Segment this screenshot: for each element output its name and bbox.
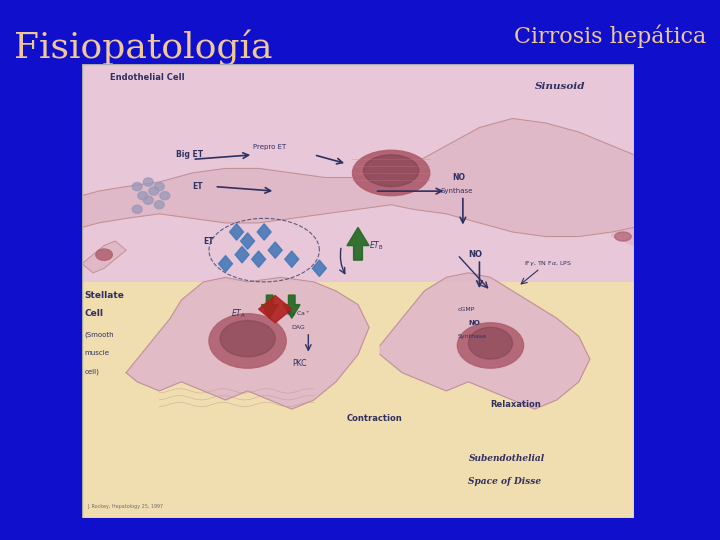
Text: Subendothelial: Subendothelial xyxy=(469,455,544,463)
Circle shape xyxy=(132,205,142,213)
Polygon shape xyxy=(82,241,126,273)
Polygon shape xyxy=(285,251,299,267)
Text: ET: ET xyxy=(204,237,214,246)
Circle shape xyxy=(154,201,164,209)
Bar xyxy=(82,64,634,282)
Text: ET$_{\rm B}$: ET$_{\rm B}$ xyxy=(369,239,384,252)
Polygon shape xyxy=(219,255,233,272)
Ellipse shape xyxy=(469,327,513,359)
Text: Sinusoid: Sinusoid xyxy=(535,82,585,91)
Polygon shape xyxy=(380,273,590,409)
Text: ET: ET xyxy=(192,182,203,191)
Text: Fisiopatología: Fisiopatología xyxy=(14,30,272,66)
Polygon shape xyxy=(235,246,249,263)
Text: Prepro ET: Prepro ET xyxy=(253,144,287,150)
Circle shape xyxy=(143,196,153,204)
Circle shape xyxy=(154,183,164,191)
Polygon shape xyxy=(252,251,266,267)
Polygon shape xyxy=(258,295,292,323)
Text: Space of Disse: Space of Disse xyxy=(469,477,541,486)
Polygon shape xyxy=(126,278,369,409)
Circle shape xyxy=(149,187,158,195)
Polygon shape xyxy=(230,224,243,240)
Polygon shape xyxy=(257,224,271,240)
Polygon shape xyxy=(284,295,300,318)
Text: PKC: PKC xyxy=(292,359,306,368)
Bar xyxy=(82,282,634,518)
Ellipse shape xyxy=(220,321,275,357)
Ellipse shape xyxy=(364,155,419,187)
Circle shape xyxy=(160,192,170,200)
Text: IF$\gamma$, TN F$\alpha$, LPS: IF$\gamma$, TN F$\alpha$, LPS xyxy=(523,259,572,268)
Circle shape xyxy=(132,183,142,191)
Text: J. Rockey, Hepatology 25, 1997: J. Rockey, Hepatology 25, 1997 xyxy=(88,504,163,509)
Ellipse shape xyxy=(615,232,631,241)
Ellipse shape xyxy=(209,314,287,368)
Text: NO: NO xyxy=(469,250,482,259)
Text: Relaxation: Relaxation xyxy=(490,400,541,409)
Polygon shape xyxy=(347,227,369,260)
Text: cGMP: cGMP xyxy=(457,307,474,312)
Text: Stellate: Stellate xyxy=(85,291,125,300)
Ellipse shape xyxy=(96,249,112,260)
Polygon shape xyxy=(261,295,278,318)
Circle shape xyxy=(138,192,148,200)
Text: Big ET: Big ET xyxy=(176,150,203,159)
Text: (Smooth: (Smooth xyxy=(85,332,114,339)
Text: muscle: muscle xyxy=(85,350,109,356)
Polygon shape xyxy=(240,233,255,249)
Text: ET$_{\rm A}$: ET$_{\rm A}$ xyxy=(231,307,246,320)
Text: NO: NO xyxy=(452,173,465,182)
Polygon shape xyxy=(82,118,634,237)
Text: Cirrosis hepática: Cirrosis hepática xyxy=(514,25,706,49)
Text: Endothelial Cell: Endothelial Cell xyxy=(109,73,184,82)
Circle shape xyxy=(143,178,153,186)
Text: DAG: DAG xyxy=(292,325,305,330)
Ellipse shape xyxy=(353,150,430,195)
Text: Synthase: Synthase xyxy=(441,188,473,194)
Text: Cell: Cell xyxy=(85,309,104,318)
Text: NO: NO xyxy=(469,320,480,326)
Polygon shape xyxy=(612,227,634,246)
Ellipse shape xyxy=(457,323,523,368)
Polygon shape xyxy=(312,260,326,276)
Text: cell): cell) xyxy=(85,368,99,375)
Polygon shape xyxy=(269,242,282,258)
Text: Contraction: Contraction xyxy=(347,414,402,423)
Text: Synthase: Synthase xyxy=(457,334,487,339)
Text: IP$_3$ Ca$^+$: IP$_3$ Ca$^+$ xyxy=(287,309,311,319)
